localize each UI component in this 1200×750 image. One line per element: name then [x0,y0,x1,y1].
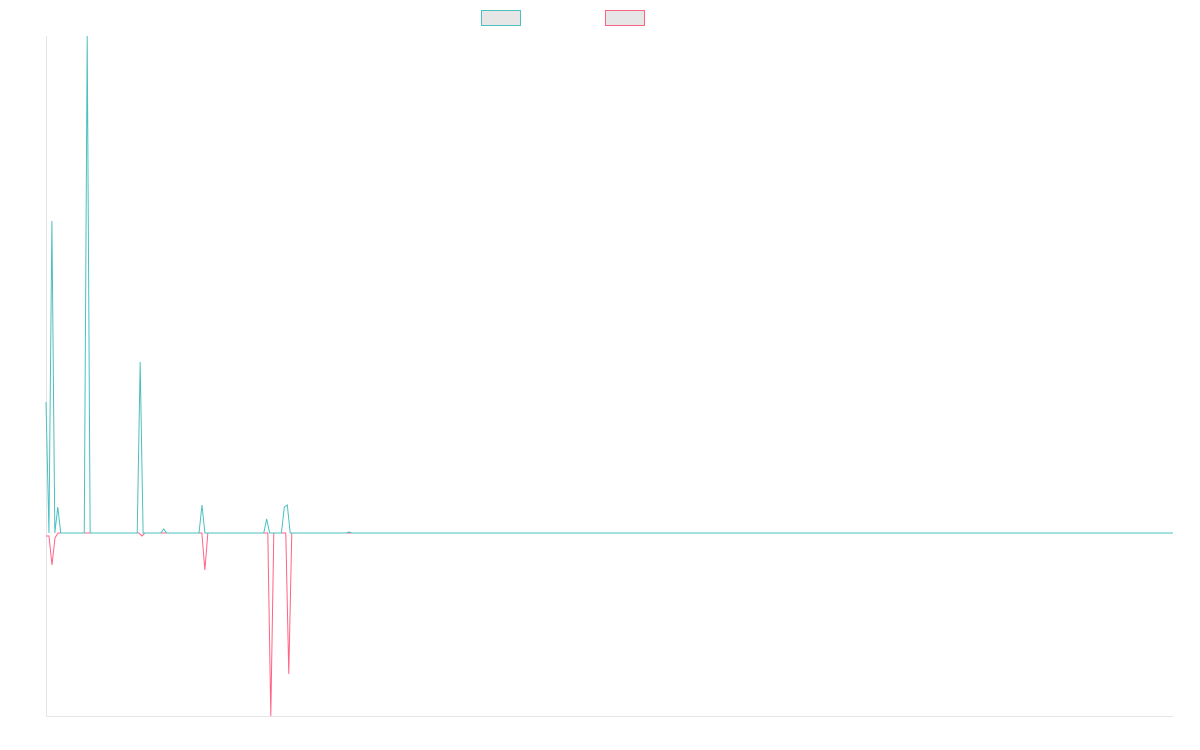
series-line-1 [45,35,1173,534]
series-line-2 [46,532,1173,717]
legend-swatch-1[interactable] [481,10,521,26]
series-layer [45,35,1173,717]
legend-swatch-2[interactable] [605,10,645,26]
legend [481,10,645,26]
